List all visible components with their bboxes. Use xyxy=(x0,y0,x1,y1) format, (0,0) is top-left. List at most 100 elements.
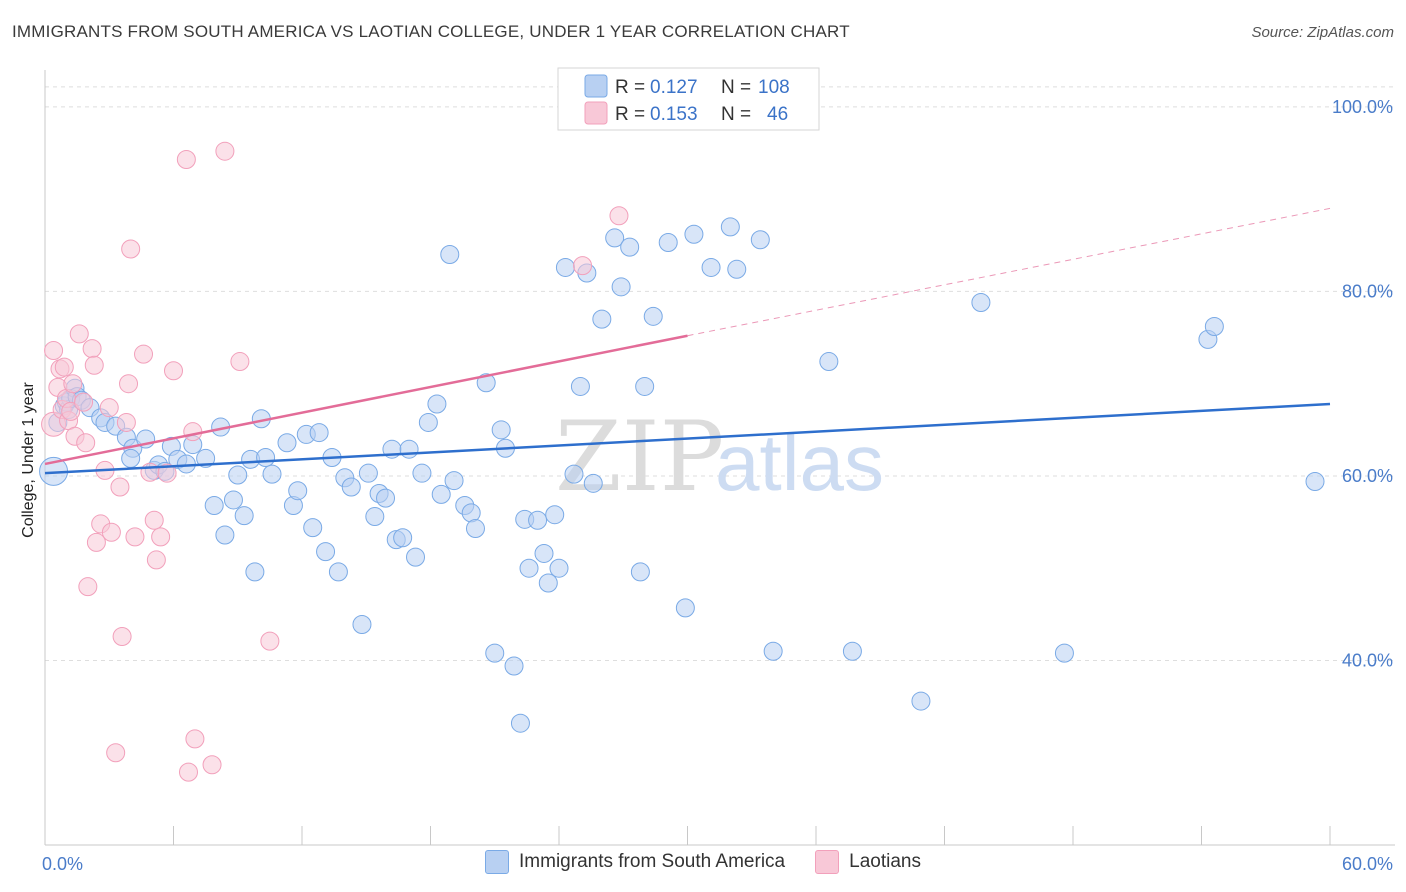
point-laotians xyxy=(76,433,96,453)
y-tick-label: 100.0% xyxy=(1332,97,1393,117)
legend-r-label-1: R = xyxy=(615,77,645,98)
point-south-america xyxy=(245,562,265,582)
point-south-america xyxy=(262,464,282,484)
legend-swatch-blue xyxy=(584,74,608,98)
point-laotians xyxy=(101,522,121,542)
axes xyxy=(44,70,1395,846)
point-south-america xyxy=(971,293,991,312)
point-laotians xyxy=(185,729,205,749)
point-south-america xyxy=(643,306,663,326)
point-laotians xyxy=(609,206,629,226)
point-south-america xyxy=(842,641,862,661)
point-laotians xyxy=(178,762,198,782)
legend-r-value-1: 0.127 xyxy=(650,77,698,98)
point-south-america xyxy=(465,519,485,539)
watermark: ZIP atlas xyxy=(555,401,884,513)
point-south-america xyxy=(393,528,413,548)
point-south-america xyxy=(684,224,704,244)
point-south-america xyxy=(1204,316,1224,336)
point-laotians xyxy=(44,340,64,360)
point-south-america xyxy=(727,259,747,279)
point-laotians xyxy=(84,355,104,375)
legend-n-label-2: N = xyxy=(721,104,751,125)
point-south-america xyxy=(358,463,378,483)
point-laotians xyxy=(78,577,98,597)
point-south-america xyxy=(431,484,451,504)
legend-r-value-2: 0.153 xyxy=(650,104,698,125)
y-tick-label: 40.0% xyxy=(1342,650,1393,670)
point-south-america xyxy=(549,558,569,578)
point-south-america xyxy=(605,228,625,248)
point-south-america xyxy=(620,237,640,257)
point-south-america xyxy=(204,495,224,515)
point-laotians xyxy=(119,374,139,394)
point-south-america xyxy=(376,488,396,508)
point-south-america xyxy=(176,454,196,474)
point-south-america xyxy=(630,562,650,582)
point-south-america xyxy=(309,423,329,443)
chart-title: IMMIGRANTS FROM SOUTH AMERICA VS LAOTIAN… xyxy=(12,22,850,41)
legend-swatch xyxy=(485,850,510,874)
point-south-america xyxy=(528,510,548,530)
point-south-america xyxy=(504,656,524,676)
point-laotians xyxy=(116,412,136,432)
point-laotians xyxy=(54,357,74,377)
point-south-america xyxy=(196,448,216,468)
y-tick-label: 60.0% xyxy=(1342,466,1393,486)
point-south-america xyxy=(352,614,372,634)
series-legend: Immigrants from South America Laotians xyxy=(0,850,1406,874)
point-south-america xyxy=(215,525,235,545)
point-south-america xyxy=(277,433,297,453)
point-laotians xyxy=(215,141,235,161)
point-laotians xyxy=(86,532,106,552)
trend-laotians-extension xyxy=(687,207,1331,337)
point-laotians xyxy=(151,527,171,547)
point-south-america xyxy=(412,463,432,483)
point-south-america xyxy=(121,448,141,468)
point-south-america xyxy=(534,543,554,563)
point-south-america xyxy=(583,473,603,493)
legend-item-laotians[interactable]: Laotians xyxy=(815,850,921,874)
point-laotians xyxy=(176,149,196,169)
point-laotians xyxy=(164,361,183,381)
point-south-america xyxy=(491,420,511,440)
y-tick-label: 80.0% xyxy=(1342,281,1393,301)
point-laotians xyxy=(121,239,141,259)
point-laotians xyxy=(202,755,222,775)
point-south-america xyxy=(538,573,558,593)
point-south-america xyxy=(675,598,695,618)
point-south-america xyxy=(316,542,336,562)
point-south-america xyxy=(763,641,783,661)
point-laotians xyxy=(99,398,119,418)
tick-labels: 40.0% 60.0% 80.0% 100.0% 0.0% 60.0% xyxy=(42,97,1393,874)
point-south-america xyxy=(444,471,464,491)
legend-n-value-1: 108 xyxy=(758,77,790,98)
trend-laotians xyxy=(44,334,688,466)
point-south-america xyxy=(440,245,460,265)
point-south-america xyxy=(658,233,678,253)
point-south-america xyxy=(485,643,505,663)
point-laotians xyxy=(110,477,130,497)
point-laotians xyxy=(573,256,593,276)
legend-swatch-pink xyxy=(584,101,608,125)
trend-south-america xyxy=(44,402,1331,475)
point-south-america xyxy=(819,352,839,372)
correlation-legend: R = 0.127 N = 108 R = 0.153 N = 46 xyxy=(557,67,820,131)
point-laotians xyxy=(63,374,83,394)
legend-n-label-1: N = xyxy=(721,77,751,98)
legend-item-south-america[interactable]: Immigrants from South America xyxy=(485,850,785,874)
point-south-america xyxy=(635,376,655,396)
point-south-america xyxy=(555,257,575,277)
point-south-america xyxy=(223,490,243,510)
point-south-america xyxy=(1305,471,1325,491)
point-south-america xyxy=(461,503,481,523)
point-laotians xyxy=(260,631,280,651)
point-south-america xyxy=(288,481,308,501)
point-laotians xyxy=(82,339,102,359)
x-tick-label: 0.0% xyxy=(42,854,83,874)
point-south-america xyxy=(399,439,419,459)
point-laotians xyxy=(112,626,132,646)
point-south-america xyxy=(570,376,590,396)
point-south-america xyxy=(720,217,740,237)
